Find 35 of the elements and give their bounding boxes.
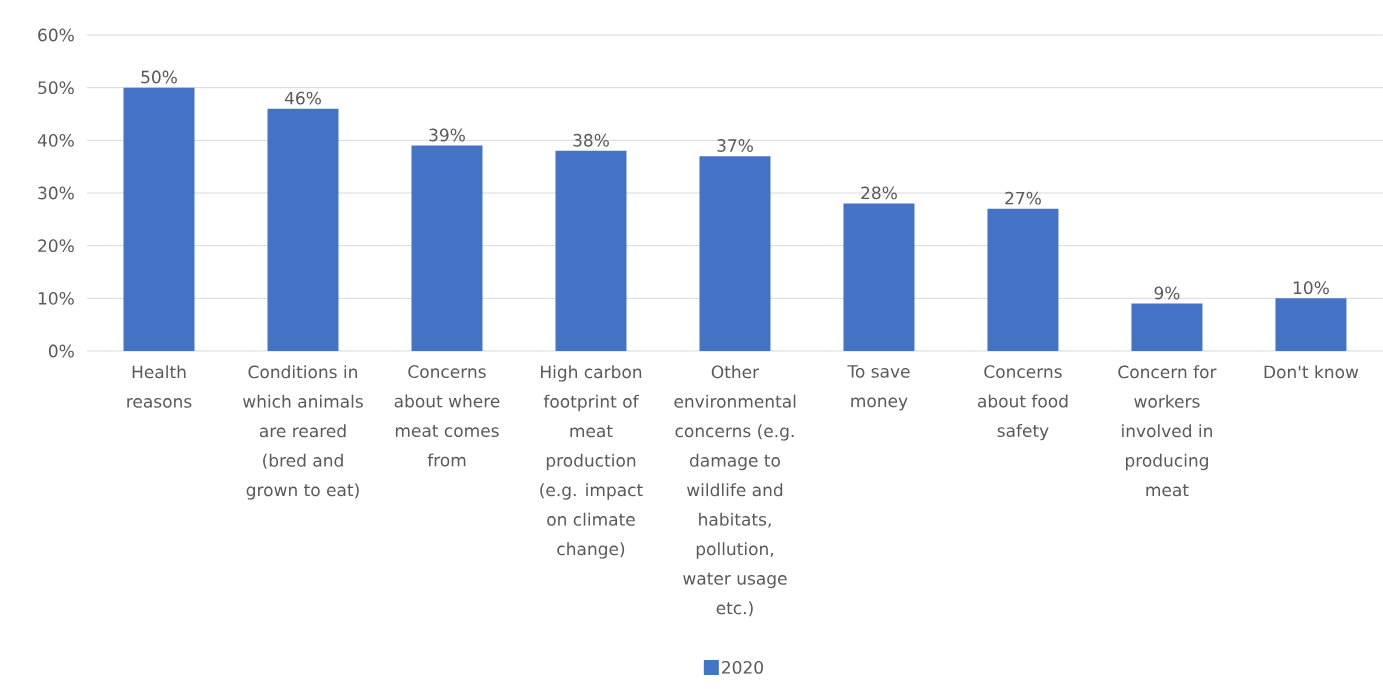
bar bbox=[987, 208, 1059, 351]
x-tick-label: Conditions in which animals are reared (bred and grown to eat) bbox=[243, 365, 363, 500]
bar bbox=[123, 87, 195, 351]
data-label: 27% bbox=[1005, 191, 1041, 205]
bar bbox=[267, 108, 339, 351]
bar bbox=[1131, 303, 1203, 351]
y-tick-label: 50% bbox=[38, 81, 74, 95]
category-label: Other environmental concerns (e.g. damage to wildlife and habitats, pollution, water usage etc.) bbox=[674, 365, 796, 617]
x-tick-label: Don't know bbox=[1264, 365, 1359, 379]
data-label: 28% bbox=[861, 186, 897, 200]
data-label: 50% bbox=[141, 70, 177, 84]
y-tick-label: 30% bbox=[38, 186, 74, 200]
legend-label: 2020 bbox=[722, 660, 763, 674]
bar bbox=[699, 156, 771, 351]
data-label: 39% bbox=[429, 128, 465, 142]
y-tick-label: 10% bbox=[38, 291, 74, 305]
y-tick-label: 0% bbox=[48, 344, 74, 358]
data-label: 38% bbox=[573, 133, 609, 147]
data-label: 9% bbox=[1154, 286, 1180, 300]
y-tick-label: 20% bbox=[38, 239, 74, 253]
y-tick-label: 60% bbox=[38, 28, 74, 42]
bar bbox=[1275, 298, 1347, 351]
x-tick-label: Concerns about where meat comes from bbox=[394, 365, 500, 467]
x-tick-label: Concerns about food safety bbox=[977, 365, 1068, 441]
x-tick-label: Health reasons bbox=[127, 365, 192, 408]
bar bbox=[555, 150, 627, 351]
data-label: 10% bbox=[1293, 281, 1329, 295]
x-tick-label: High carbon footprint of meat production (e.g. impact on climate change) bbox=[540, 365, 643, 559]
data-label: 46% bbox=[284, 91, 321, 105]
bar bbox=[411, 145, 483, 351]
x-tick-label: To save money bbox=[847, 365, 910, 411]
data-label: 37% bbox=[717, 139, 753, 152]
x-tick-label: Concern for workers involved in producing meat bbox=[1118, 365, 1217, 497]
bar bbox=[843, 203, 915, 351]
y-tick-label: 40% bbox=[37, 133, 74, 147]
